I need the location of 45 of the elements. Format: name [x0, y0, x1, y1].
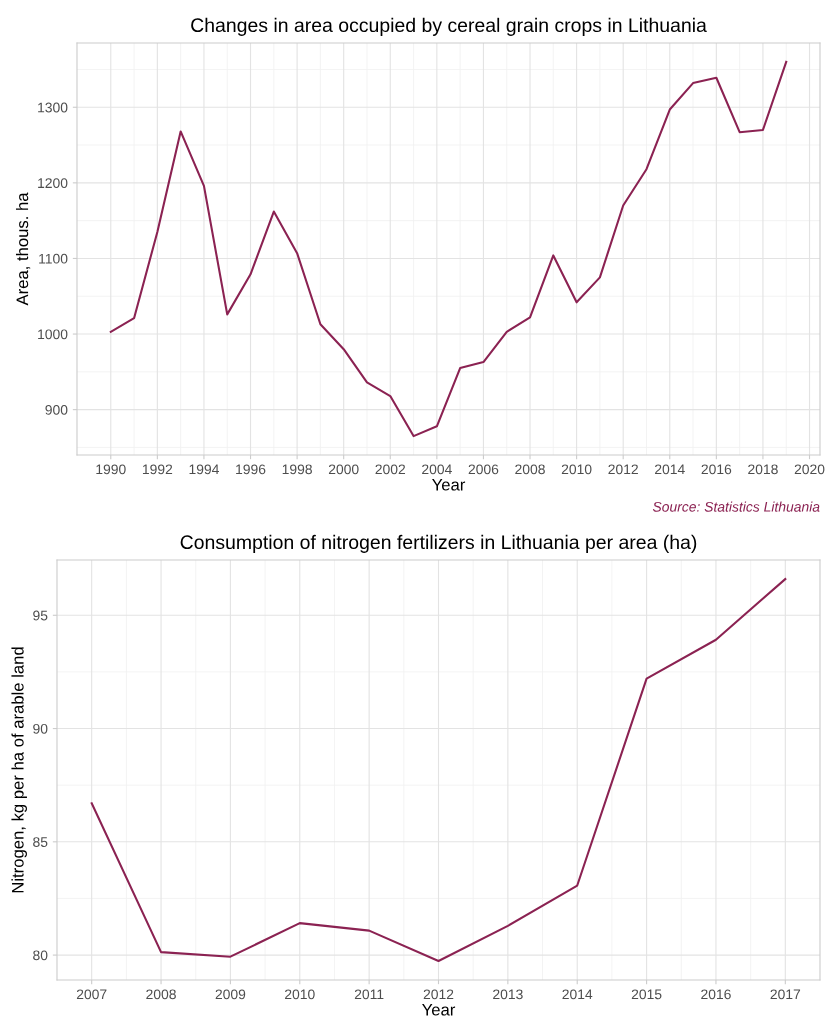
x-tick-label: 2011 [354, 989, 384, 1000]
x-tick-label: 2014 [562, 989, 593, 1000]
chart-title: Consumption of nitrogen fertilizers in Lithuania per area (ha) [180, 534, 697, 553]
line-series [90, 577, 787, 963]
chart-title: Changes in area occupied by cereal grain crops in Lithuania [191, 17, 707, 36]
x-tick-label: 2008 [146, 989, 176, 1000]
y-tick-label: 900 [45, 404, 68, 415]
x-tick-label: 2006 [468, 464, 499, 475]
x-tick-label: 2010 [285, 989, 315, 1000]
x-tick-label: 2013 [493, 989, 523, 1000]
x-tick-label: 2018 [748, 464, 778, 475]
x-tick-label: 2002 [375, 464, 406, 475]
y-tick-label: 1000 [38, 329, 68, 340]
x-tick-label: 2007 [76, 989, 107, 1000]
x-axis-title: Year [422, 1003, 456, 1016]
y-tick-label: 90 [33, 723, 48, 734]
source-note: Source: Statistics Lithuania [652, 501, 820, 512]
y-tick-label: 85 [33, 837, 48, 847]
x-tick-label: 2000 [328, 464, 359, 475]
y-tick-label: 95 [33, 610, 48, 621]
x-tick-label: 2010 [561, 464, 592, 475]
x-tick-label: 1994 [189, 464, 219, 475]
x-tick-label: 2004 [422, 464, 452, 475]
x-axis-title: Year [432, 478, 466, 491]
y-tick-label: 80 [33, 950, 48, 961]
y-tick-label: 1300 [38, 102, 68, 113]
y-tick-label: 1100 [39, 253, 68, 264]
x-tick-label: 1998 [282, 464, 312, 475]
x-tick-label: 2009 [215, 989, 246, 1000]
line-series [109, 60, 788, 438]
x-tick-label: 2016 [701, 989, 731, 1000]
x-tick-label: 2016 [701, 464, 732, 475]
y-tick-label: 1200 [38, 178, 68, 189]
x-tick-label: 1992 [142, 464, 173, 475]
x-tick-label: 2014 [655, 464, 685, 475]
x-tick-label: 1990 [96, 464, 126, 475]
x-tick-label: 2008 [515, 464, 545, 475]
x-tick-label: 2012 [608, 464, 638, 475]
x-tick-label: 2017 [770, 989, 801, 1000]
x-tick-label: 1996 [236, 464, 266, 475]
y-axis-title: Area, thous. ha [15, 192, 31, 306]
x-tick-label: 2020 [794, 464, 825, 475]
y-axis-title: Nitrogen, kg per ha of arable land [11, 647, 27, 893]
x-tick-label: 2015 [631, 989, 662, 1000]
x-tick-label: 2012 [423, 989, 454, 1000]
